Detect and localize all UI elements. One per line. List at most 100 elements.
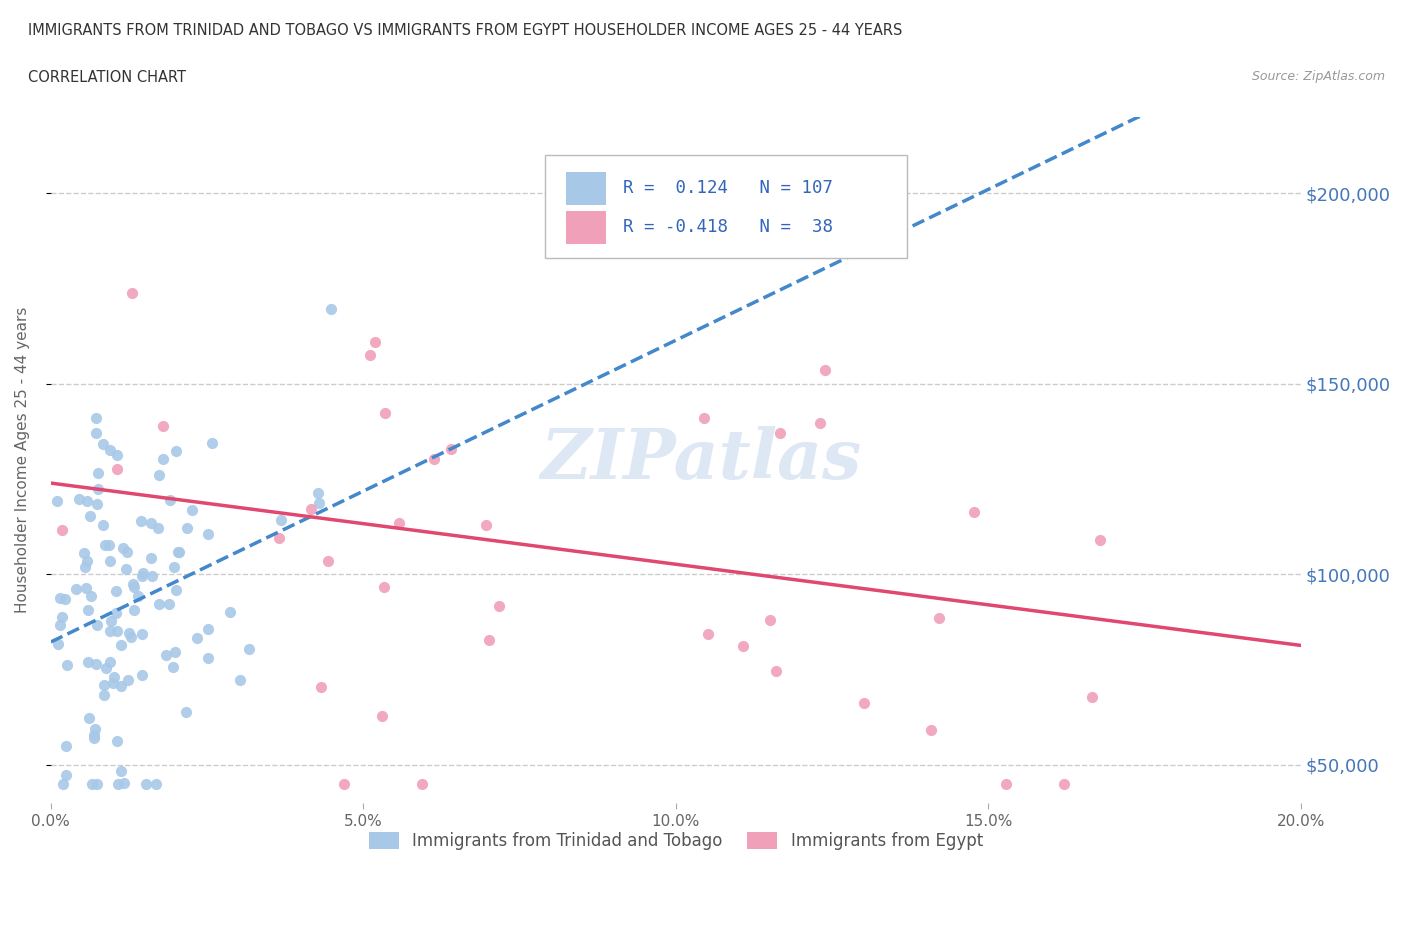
Point (100, 655, 122, 670)
Point (373, 579, 395, 594)
Point (131, 568, 153, 583)
Point (148, 596, 170, 611)
Point (139, 551, 162, 565)
Point (80, 589, 103, 604)
Point (141, 569, 163, 584)
Point (477, 632, 499, 647)
Point (100, 614, 122, 629)
Point (86, 618, 108, 632)
Point (105, 447, 128, 462)
Point (159, 597, 181, 612)
Point (117, 625, 139, 640)
Point (100, 623, 122, 638)
Point (91, 436, 114, 451)
Point (229, 672, 252, 687)
Point (73, 559, 96, 574)
Point (127, 588, 149, 603)
Point (131, 668, 153, 683)
Point (758, 613, 780, 628)
Point (769, 425, 792, 440)
FancyBboxPatch shape (544, 155, 907, 258)
Point (98, 443, 121, 458)
Point (115, 544, 138, 559)
Point (388, 516, 411, 531)
Point (93, 687, 115, 702)
Point (475, 517, 498, 532)
Point (84, 410, 107, 425)
Point (201, 435, 224, 450)
Point (51, 609, 73, 624)
Point (181, 502, 204, 517)
Point (94, 660, 117, 675)
Point (83, 727, 105, 742)
Y-axis label: Householder Income Ages 25 - 44 years: Householder Income Ages 25 - 44 years (15, 307, 30, 614)
Point (186, 631, 208, 645)
Point (174, 705, 197, 720)
Point (112, 540, 135, 555)
Text: IMMIGRANTS FROM TRINIDAD AND TOBAGO VS IMMIGRANTS FROM EGYPT HOUSEHOLDER INCOME : IMMIGRANTS FROM TRINIDAD AND TOBAGO VS I… (28, 23, 903, 38)
Point (928, 610, 950, 625)
Point (159, 493, 181, 508)
Point (46, 493, 69, 508)
Point (238, 642, 260, 657)
Point (121, 286, 143, 300)
Point (122, 603, 145, 618)
Point (163, 559, 186, 574)
Point (359, 348, 381, 363)
Point (101, 675, 124, 690)
Point (105, 461, 128, 476)
Point (76, 553, 98, 568)
Point (114, 562, 136, 577)
Point (53, 591, 76, 606)
Point (107, 777, 129, 791)
Point (51, 523, 73, 538)
Point (56, 658, 79, 673)
Point (91, 517, 114, 532)
Bar (565, 211, 606, 245)
Point (112, 776, 135, 790)
Point (364, 335, 387, 350)
Point (197, 526, 219, 541)
Point (176, 520, 198, 535)
Point (1053, 777, 1076, 791)
Point (93, 677, 115, 692)
Point (73, 546, 96, 561)
Point (813, 363, 835, 378)
Point (307, 485, 329, 500)
Point (693, 410, 716, 425)
Point (733, 638, 755, 653)
Point (84, 722, 107, 737)
Point (148, 521, 170, 536)
Point (309, 680, 332, 695)
Point (104, 605, 127, 620)
Point (49, 618, 72, 632)
Point (77, 654, 100, 669)
Point (86, 777, 108, 791)
Text: R = -0.418   N =  38: R = -0.418 N = 38 (623, 218, 834, 236)
Point (110, 679, 132, 694)
Point (77, 711, 100, 725)
Point (122, 577, 145, 591)
Point (270, 512, 292, 527)
Point (65, 581, 87, 596)
Point (920, 723, 942, 737)
Point (86, 497, 108, 512)
Point (135, 777, 157, 791)
Point (129, 513, 152, 528)
Point (152, 452, 174, 467)
Point (46, 636, 69, 651)
Point (55, 738, 77, 753)
Point (148, 468, 170, 483)
Point (374, 405, 396, 420)
Point (75, 580, 97, 595)
Point (152, 418, 174, 433)
Point (76, 602, 98, 617)
Point (55, 768, 77, 783)
Point (131, 626, 153, 641)
Point (86, 657, 108, 671)
Point (697, 626, 720, 641)
Point (808, 416, 831, 431)
Point (105, 734, 128, 749)
Point (110, 764, 132, 778)
Text: Source: ZipAtlas.com: Source: ZipAtlas.com (1251, 70, 1385, 83)
